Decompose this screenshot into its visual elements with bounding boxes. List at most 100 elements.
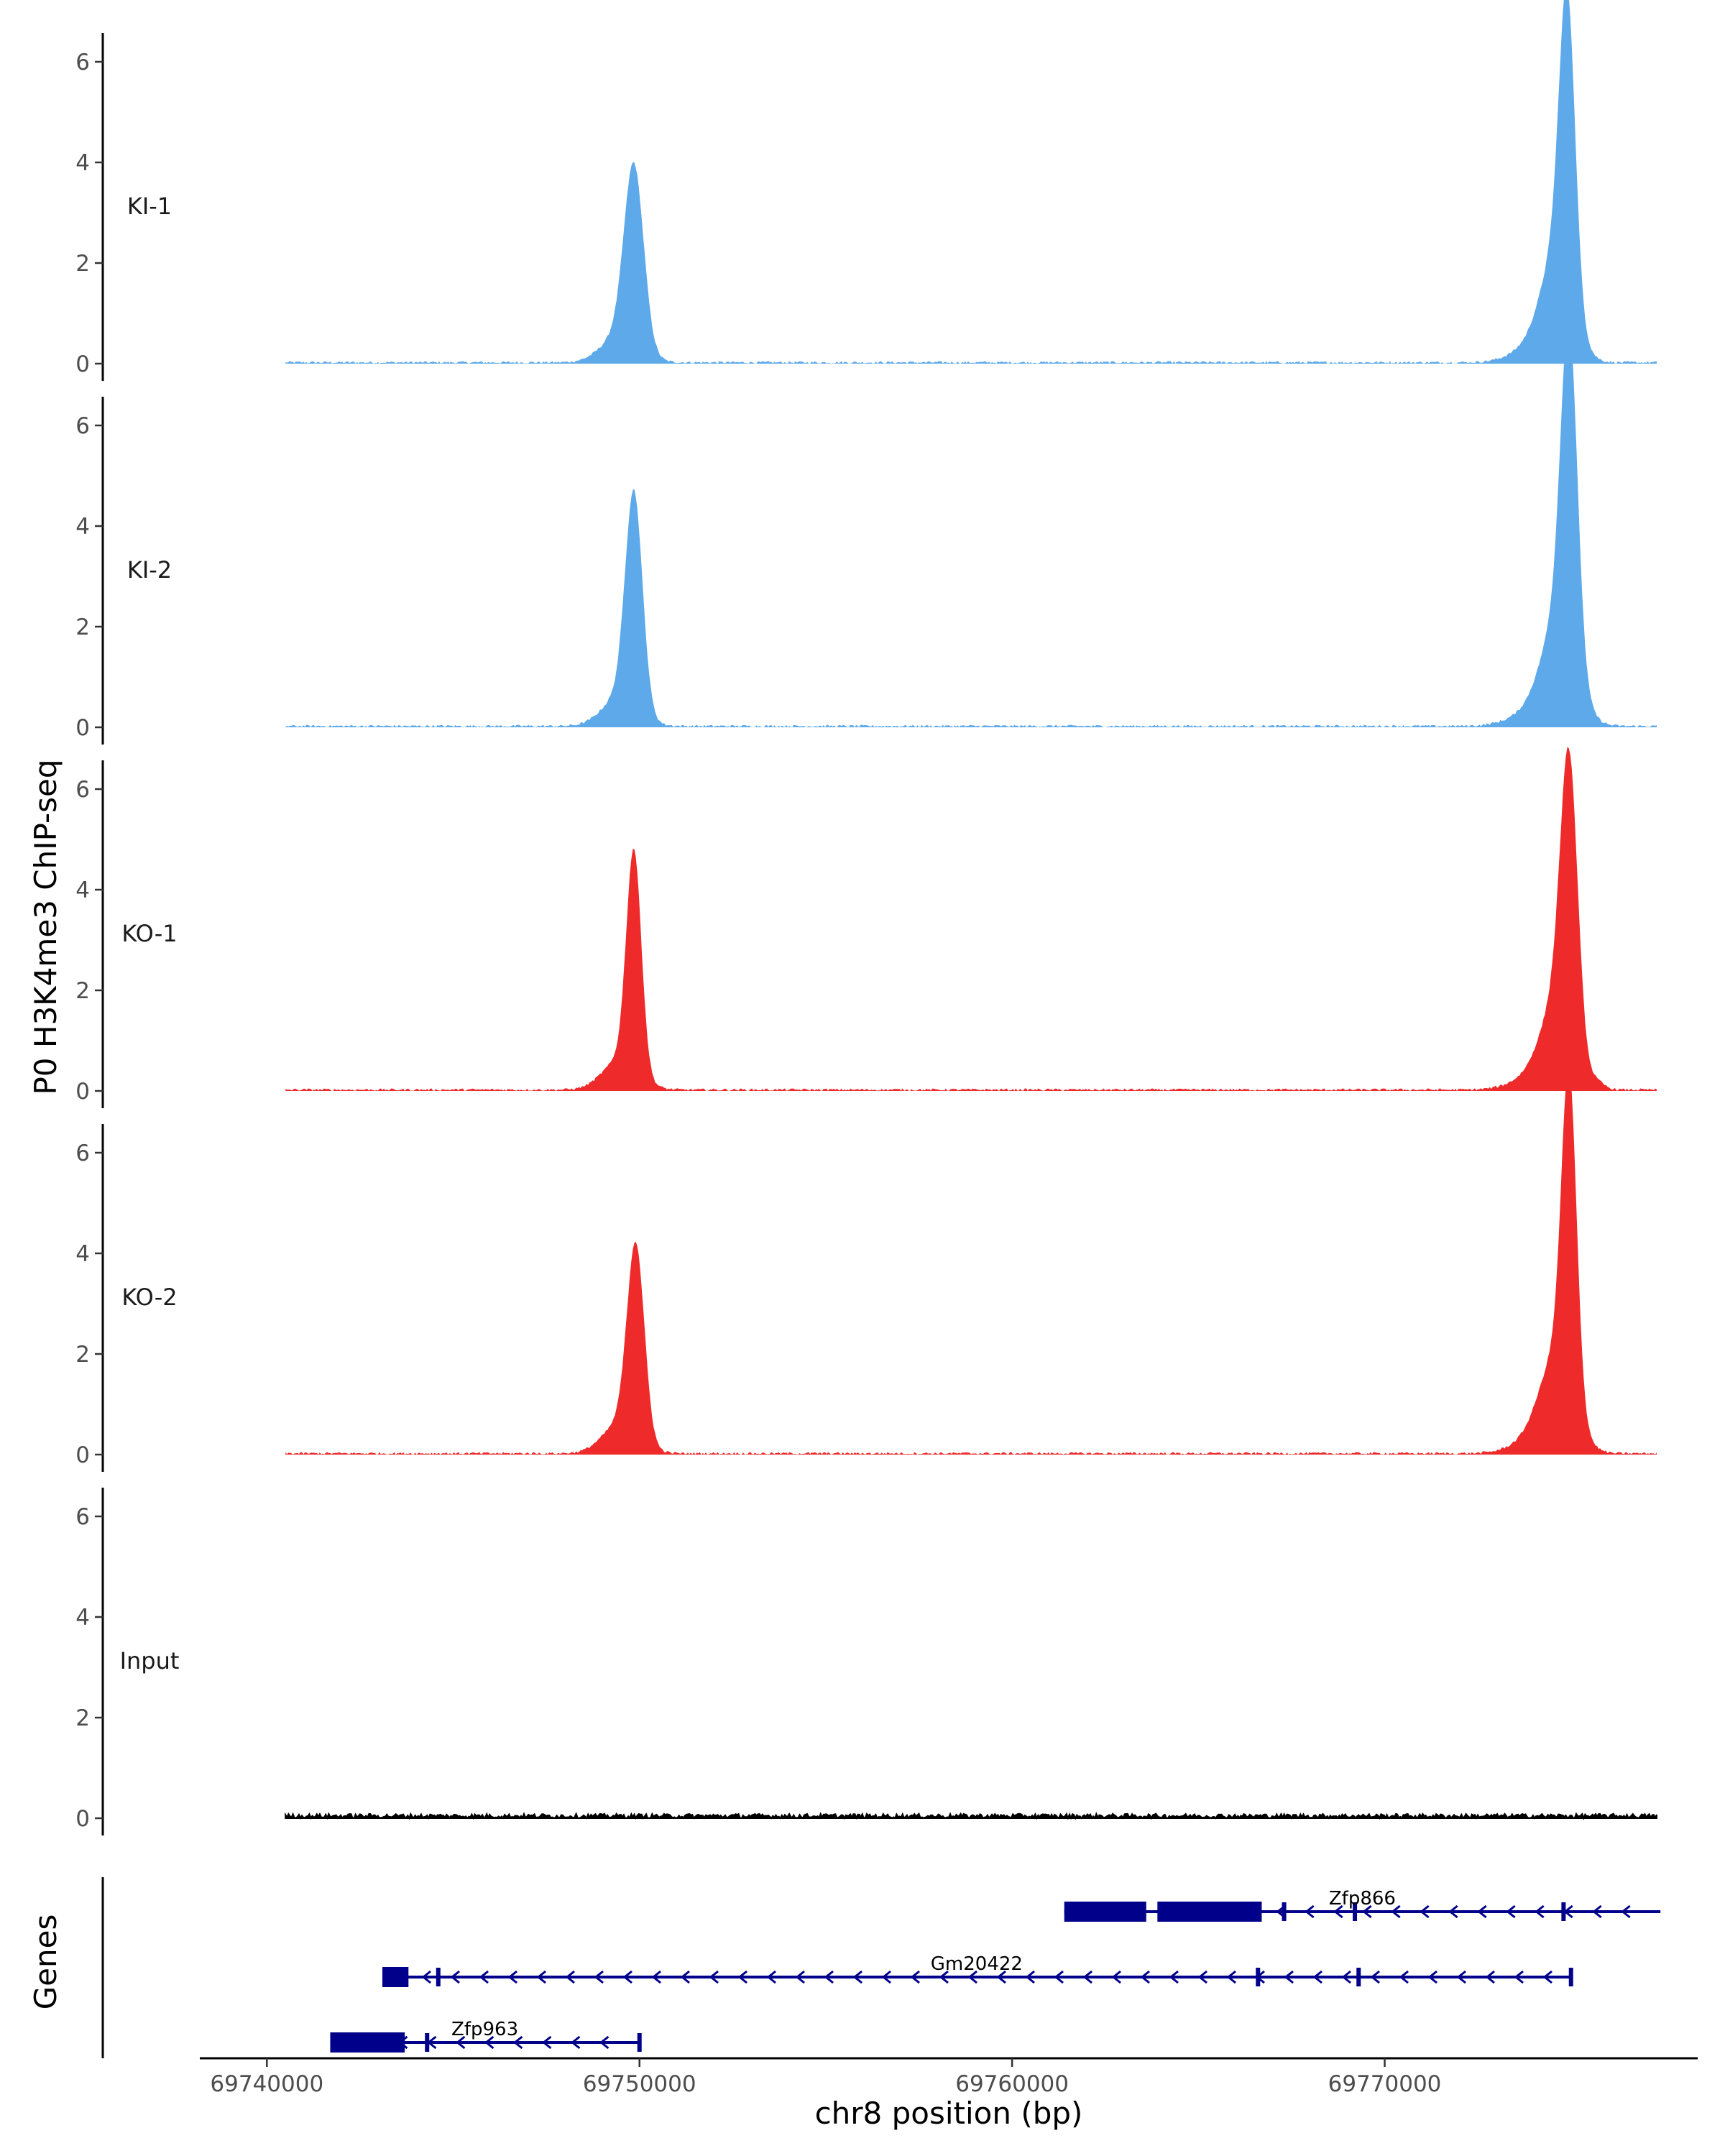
strand-arrow [680,1970,690,1984]
strand-arrow [1477,1904,1487,1919]
x-axis-title: chr8 position (bp) [815,2096,1083,2131]
y-tick-label: 0 [75,1442,90,1468]
strand-arrow [594,1970,604,1984]
y-tick-label: 4 [75,877,90,903]
x-axis: 69740000 69750000 69760000 69770000 [200,2057,1698,2097]
strand-arrow [1456,1970,1466,1984]
strand-arrow [1333,1904,1343,1919]
strand-arrow [536,1970,546,1984]
coverage-ki-2-signal [285,319,1657,727]
exon-mark [425,2033,430,2052]
strand-arrow [1592,1904,1602,1919]
strand-arrow [1621,1904,1631,1919]
y-tick-label: 6 [75,50,90,75]
strand-arrow [852,1970,862,1984]
y-tick-label: 4 [75,150,90,176]
gene-panel-title: Genes [28,1915,63,2010]
exon-block [330,2032,405,2053]
strand-arrow [1399,1970,1409,1984]
strand-arrow [1111,1970,1121,1984]
y-tick-label: 4 [75,1605,90,1631]
strand-arrow [1140,1970,1150,1984]
strand-arrow [421,1970,431,1984]
track-panel-ko-2: 0 2 4 6 KO-2 [75,1064,1657,1472]
track-panel-ki-1: 0 2 4 6 KI-1 [75,0,1657,381]
strand-arrow [1514,1970,1524,1984]
strand-arrow [1226,1970,1236,1984]
track-panel-ki-2: 0 2 4 6 KI-2 [75,319,1657,745]
exon-block [1157,1902,1262,1922]
y-tick-label: 0 [75,715,90,741]
strand-arrow [450,1970,460,1984]
y-tick-label: 6 [75,777,90,803]
y-tick-label: 2 [75,1342,90,1368]
gene-label-zfp866: Zfp866 [1329,1888,1396,1909]
x-tick-label: 69750000 [583,2071,696,2097]
gene-label-gm20422: Gm20422 [931,1953,1023,1975]
strand-arrow [1370,1970,1380,1984]
strand-arrow [824,1970,834,1984]
strand-arrow [513,2035,523,2050]
strand-arrow [622,1970,632,1984]
coverage-tracks: 0 2 4 6 KI-1 0 2 4 6 KI-2 0 2 4 6 KO-1 0 2 4 6 KO-2 0 2 4 6 Inpu… [75,0,1657,1835]
y-tick-label: 0 [75,1806,90,1832]
strand-arrow [1448,1904,1458,1919]
coverage-ko-2-signal [285,1064,1657,1455]
track-panel-ko-1: 0 2 4 6 KO-1 [75,747,1657,1108]
track-label-ki-1: KI-1 [127,193,172,220]
strand-arrow [484,2035,494,2050]
x-tick-label: 69740000 [210,2071,323,2097]
strand-arrow [479,1970,489,1984]
strand-arrow [1362,1904,1372,1919]
strand-arrow [881,1970,891,1984]
gene-annotation-panel: Zfp866 Gm20422 Zfp963 [101,1877,1661,2058]
exon-mark [1568,1968,1573,1986]
track-label-ko-2: KO-2 [121,1284,177,1311]
y-tick-label: 6 [75,1141,90,1166]
strand-arrow [542,2035,552,2050]
coverage-ki-1-signal [285,0,1657,364]
y-tick-label: 4 [75,1241,90,1267]
strand-arrow [1506,1904,1516,1919]
coverage-input-signal [285,1812,1657,1820]
strand-arrow [456,2035,466,2050]
strand-arrow [1542,1970,1552,1984]
strand-arrow [967,1970,978,1984]
strand-arrow [1420,1904,1430,1919]
y-tick-label: 6 [75,413,90,439]
y-tick-label: 2 [75,1705,90,1731]
exon-mark [1561,1902,1566,1921]
strand-arrow [599,2035,610,2050]
strand-arrow [996,1970,1006,1984]
gene-zfp963: Zfp963 [330,2019,642,2053]
strand-arrow [1054,1970,1064,1984]
strand-arrow [1535,1904,1545,1919]
exon-mark [436,1968,441,1986]
y-axis-title: P0 H3K4me3 ChIP-seq [28,759,63,1095]
y-tick-label: 4 [75,514,90,540]
track-label-ki-2: KI-2 [127,556,172,584]
y-tick-label: 6 [75,1504,90,1530]
track-panel-input: 0 2 4 6 Input [75,1488,1657,1835]
exon-mark [637,2033,642,2052]
gene-label-zfp963: Zfp963 [451,2019,518,2040]
strand-arrow [651,1970,661,1984]
x-tick-label: 69770000 [1328,2071,1442,2097]
track-label-ko-1: KO-1 [121,920,177,947]
exon-mark [1356,1968,1361,1986]
exon-mark [1282,1902,1287,1921]
strand-arrow [1305,1904,1315,1919]
strand-arrow [565,1970,575,1984]
exon-block [1064,1902,1146,1922]
y-tick-label: 2 [75,251,90,277]
strand-arrow [1082,1970,1092,1984]
strand-arrow [1284,1970,1294,1984]
strand-arrow [507,1970,518,1984]
strand-arrow [1427,1970,1438,1984]
strand-arrow [910,1970,920,1984]
strand-arrow [1197,1970,1208,1984]
y-tick-label: 0 [75,351,90,377]
strand-arrow [709,1970,719,1984]
coverage-ko-1-signal [285,747,1657,1091]
